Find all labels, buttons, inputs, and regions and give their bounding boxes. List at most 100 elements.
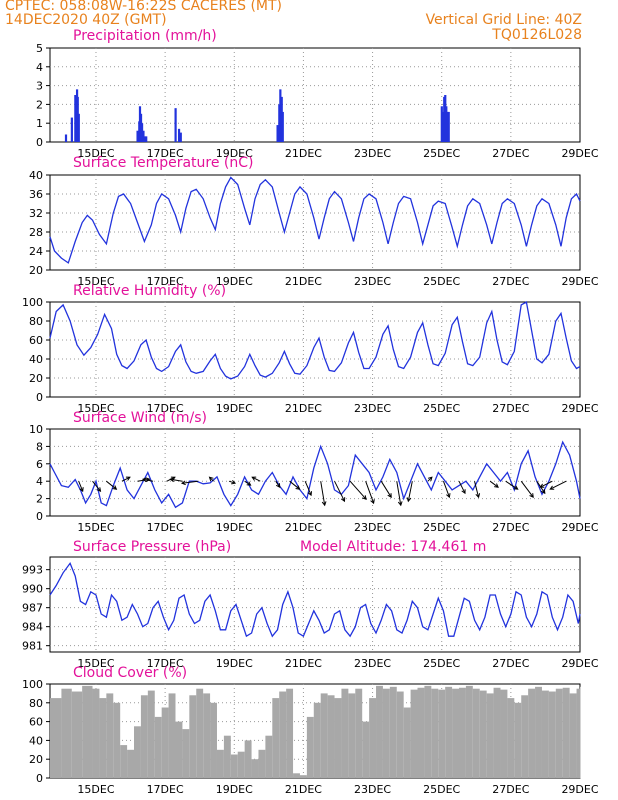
header-location: CPTEC: 058:08W-16:22S CACERES (MT) [5, 0, 283, 14]
cloud-bar [134, 726, 141, 778]
precip-bar [445, 106, 448, 142]
wind-arrow-head [251, 476, 257, 481]
wind-arrow [549, 480, 567, 490]
cloud-bar [313, 702, 321, 778]
cloud-bar [541, 690, 549, 778]
wind-xtick: 27DEC [492, 521, 529, 534]
rh-frame [49, 301, 581, 398]
cloud-bar [424, 685, 432, 778]
wind-arrow-head [340, 497, 346, 503]
cloud-xtick: 19DEC [216, 783, 253, 796]
cloud-ytick: 60 [29, 716, 43, 729]
wind-arrow [78, 481, 84, 492]
wind-arrow-head [539, 483, 545, 488]
wind-arrow [304, 481, 312, 496]
cloud-bar [279, 691, 287, 778]
cloud-bar [576, 688, 580, 778]
cloud-bar [355, 688, 363, 778]
precip-bar [177, 128, 181, 142]
cloud-xtick: 15DEC [77, 783, 114, 796]
cloud-bar [410, 689, 418, 778]
cloud-bar [120, 745, 128, 778]
cloud-bar [445, 686, 453, 778]
cloud-bar [389, 686, 397, 778]
cloud-bar [147, 690, 155, 778]
wind-arrow-head [406, 497, 412, 503]
rh-xtick: 27DEC [492, 402, 529, 415]
pressure-xtick: 27DEC [492, 657, 529, 670]
cloud-bar [272, 698, 280, 778]
cloud-bar [293, 773, 300, 778]
wind-ytick: 8 [36, 440, 43, 453]
precip-xtick: 23DEC [354, 147, 391, 160]
temp-ytick: 20 [29, 264, 43, 277]
wind-arrow-head [145, 477, 151, 483]
rh-ytick: 40 [29, 353, 43, 366]
wind-arrow-head [180, 480, 186, 486]
cloud-bar [230, 754, 238, 778]
wind-arrow [106, 480, 117, 490]
wind-ytick: 4 [36, 475, 43, 488]
cloud-xtick: 29DEC [561, 783, 598, 796]
temp-title: Surface Temperature (nC) [73, 155, 254, 171]
pressure-ytick: 990 [22, 583, 43, 596]
temp-ytick: 28 [29, 226, 43, 239]
wind-xtick: 15DEC [77, 521, 114, 534]
wind-arrow [289, 480, 300, 490]
wind-arrow-head [295, 485, 301, 490]
wind-xtick: 17DEC [147, 521, 184, 534]
wind-arrow [396, 481, 402, 506]
cloud-bar [528, 688, 536, 778]
rh-ytick: 0 [36, 391, 43, 404]
wind-arrow [92, 480, 101, 492]
wind-xtick: 29DEC [561, 521, 598, 534]
rh-line [49, 300, 581, 380]
precip-bar [143, 136, 146, 142]
wind-arrow-head [231, 479, 237, 485]
pressure-xtick: 25DEC [423, 657, 460, 670]
precip-bar [140, 123, 144, 142]
temp-line [49, 176, 581, 264]
header-date: 14DEC2020 40Z (GMT) [5, 12, 167, 28]
wind-arrow-head [307, 491, 312, 497]
precip-ytick: 5 [36, 42, 43, 55]
precip-xtick: 17DEC [147, 147, 184, 160]
cloud-bar [182, 729, 190, 778]
cloud-bar [223, 735, 231, 778]
cloud-bar [396, 691, 404, 778]
pressure-xtick: 15DEC [77, 657, 114, 670]
header-code: TQ0126L028 [492, 27, 582, 43]
wind-arrow-head [397, 501, 403, 507]
wind-arrow [520, 480, 534, 498]
cloud-bar [376, 685, 383, 778]
wind-ytick: 2 [36, 493, 43, 506]
cloud-bar [244, 740, 252, 778]
wind-arrow [181, 480, 199, 484]
cloud-bar [348, 693, 356, 778]
wind-line [49, 440, 581, 509]
wind-arrow-head [246, 481, 252, 486]
wind-xtick: 19DEC [216, 521, 253, 534]
cloud-xtick: 25DEC [423, 783, 460, 796]
precip-bar [441, 111, 444, 142]
cloud-bar [382, 688, 390, 778]
precip-ytick: 1 [36, 117, 43, 130]
wind-arrow-head [321, 501, 327, 507]
rh-xtick: 23DEC [354, 402, 391, 415]
wind-arrow [489, 480, 499, 488]
wind-arrow [251, 476, 261, 482]
wind-ytick: 6 [36, 458, 43, 471]
wind-arrow-head [446, 493, 451, 499]
wind-arrow [334, 480, 345, 502]
cloud-bar [521, 695, 529, 778]
cloud-bar [286, 688, 294, 778]
precip-ytick: 3 [36, 80, 43, 93]
wind-arrow-head [387, 493, 392, 499]
wind-arrow [228, 480, 236, 484]
precip-bar [279, 89, 282, 142]
wind-xtick: 23DEC [354, 521, 391, 534]
precip-bar [447, 111, 450, 142]
temp-xtick: 29DEC [561, 275, 598, 288]
cloud-xtick: 23DEC [354, 783, 391, 796]
cloud-bar [514, 702, 522, 778]
